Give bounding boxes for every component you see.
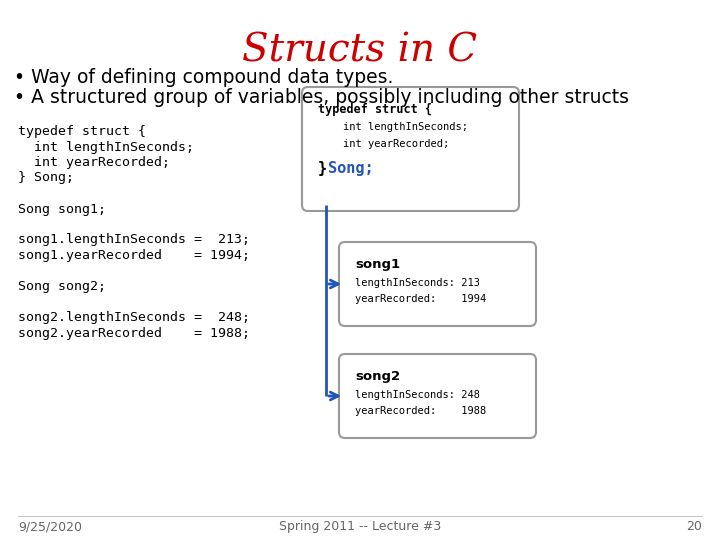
Text: lengthInSeconds: 213: lengthInSeconds: 213 (355, 278, 480, 288)
Text: 20: 20 (686, 520, 702, 533)
FancyBboxPatch shape (339, 354, 536, 438)
Text: song1.lengthInSeconds =  213;: song1.lengthInSeconds = 213; (18, 233, 250, 246)
Text: } Song;: } Song; (18, 172, 74, 185)
Text: 9/25/2020: 9/25/2020 (18, 520, 82, 533)
Text: int lengthInSeconds;: int lengthInSeconds; (318, 122, 468, 132)
Text: yearRecorded:    1988: yearRecorded: 1988 (355, 406, 486, 416)
Text: • Way of defining compound data types.: • Way of defining compound data types. (14, 68, 393, 87)
Text: Structs in C: Structs in C (243, 32, 477, 69)
Text: Song song1;: Song song1; (18, 202, 106, 215)
Text: song2: song2 (355, 370, 400, 383)
Text: typedef struct {: typedef struct { (318, 103, 432, 116)
FancyBboxPatch shape (302, 87, 519, 211)
Text: int yearRecorded;: int yearRecorded; (18, 156, 170, 169)
Text: song1: song1 (355, 258, 400, 271)
Text: song2.yearRecorded    = 1988;: song2.yearRecorded = 1988; (18, 327, 250, 340)
Text: lengthInSeconds: 248: lengthInSeconds: 248 (355, 390, 480, 400)
Text: Song;: Song; (328, 161, 374, 176)
FancyBboxPatch shape (339, 242, 536, 326)
Text: Spring 2011 -- Lecture #3: Spring 2011 -- Lecture #3 (279, 520, 441, 533)
Text: int yearRecorded;: int yearRecorded; (318, 139, 449, 149)
Text: song2.lengthInSeconds =  248;: song2.lengthInSeconds = 248; (18, 311, 250, 324)
Text: song1.yearRecorded    = 1994;: song1.yearRecorded = 1994; (18, 249, 250, 262)
Text: typedef struct {: typedef struct { (18, 125, 146, 138)
Text: int lengthInSeconds;: int lengthInSeconds; (18, 140, 194, 153)
Text: • A structured group of variables, possibly including other structs: • A structured group of variables, possi… (14, 88, 629, 107)
Text: Song song2;: Song song2; (18, 280, 106, 293)
Text: yearRecorded:    1994: yearRecorded: 1994 (355, 294, 486, 304)
Text: }: } (318, 161, 336, 176)
